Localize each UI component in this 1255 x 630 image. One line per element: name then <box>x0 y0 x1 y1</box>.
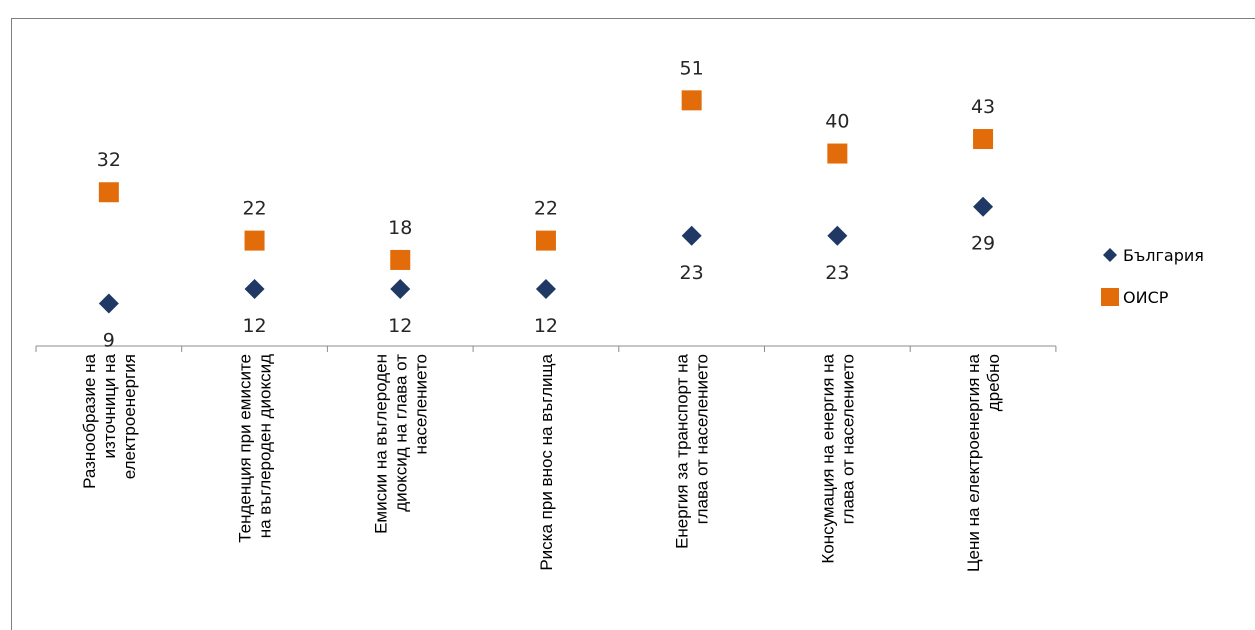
oecd-value-label: 51 <box>680 57 704 79</box>
category-label: населението <box>411 354 430 454</box>
oecd-point <box>973 129 994 150</box>
bulgaria-point <box>390 278 411 299</box>
bulgaria-value-label: 23 <box>680 262 704 284</box>
oecd-value-label: 40 <box>825 111 849 133</box>
bulgaria-point <box>98 293 119 314</box>
oecd-point <box>244 230 265 251</box>
category-label: Консумация на енергия на <box>818 353 837 563</box>
category-label: електроенергия <box>120 354 139 479</box>
legend: България ОИСР <box>1101 246 1204 307</box>
oecd-value-label: 22 <box>534 198 558 220</box>
legend-oecd-marker <box>1101 288 1119 306</box>
category-label: Енергия за транспорт на <box>673 353 692 548</box>
oecd-value-label: 32 <box>97 149 121 171</box>
bulgaria-point <box>681 225 702 246</box>
legend-oecd-label: ОИСР <box>1123 288 1169 307</box>
bulgaria-value-label: 12 <box>534 315 558 337</box>
chart-frame <box>11 18 1255 630</box>
category-label: Риска при внос на въглища <box>537 353 556 570</box>
category-label: Разнообразие на <box>80 353 99 488</box>
category-label: глава от населението <box>693 354 712 524</box>
category-label: Тенденция при емисите <box>236 354 255 543</box>
bulgaria-value-label: 9 <box>103 329 115 351</box>
category-label: диоксид на глава от <box>391 354 410 512</box>
category-label: Емисии на въглероден <box>371 354 390 534</box>
bulgaria-value-label: 12 <box>388 315 412 337</box>
bulgaria-value-label: 23 <box>825 262 849 284</box>
bulgaria-point <box>535 278 556 299</box>
oecd-value-label: 18 <box>388 217 412 239</box>
category-label: дребно <box>984 354 1003 411</box>
oecd-value-label: 22 <box>242 198 266 220</box>
category-label: източници на <box>100 353 119 458</box>
oecd-point <box>98 182 119 203</box>
category-label: Цени на електроенергия на <box>964 353 983 572</box>
x-axis <box>35 345 1057 352</box>
legend-bulgaria-label: България <box>1123 246 1204 265</box>
category-label: глава от населението <box>838 354 857 524</box>
legend-bulgaria-marker <box>1103 248 1117 262</box>
plot-area <box>98 90 994 314</box>
bulgaria-point <box>827 225 848 246</box>
bulgaria-value-label: 12 <box>242 315 266 337</box>
oecd-point <box>681 90 702 111</box>
category-label: на въглероден диоксид <box>256 354 275 538</box>
data-labels: 9 12 12 12 23 23 29 32 22 18 22 51 40 43 <box>97 57 995 351</box>
oecd-value-label: 43 <box>971 96 995 118</box>
category-labels: Разнообразие на източници на електроенерги… <box>80 353 1003 572</box>
bulgaria-point <box>244 278 265 299</box>
oecd-point <box>390 249 411 270</box>
bulgaria-point <box>973 196 994 217</box>
oecd-point <box>535 230 556 251</box>
oecd-point <box>827 143 848 164</box>
bulgaria-value-label: 29 <box>971 233 995 255</box>
